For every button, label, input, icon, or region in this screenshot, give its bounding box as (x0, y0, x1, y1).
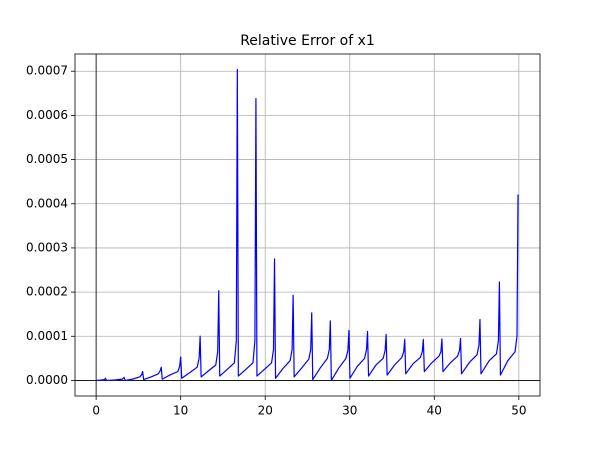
y-tick-label: 0.0004 (26, 196, 68, 210)
x-tick-label: 40 (427, 404, 442, 418)
y-tick-label: 0.0003 (26, 240, 68, 254)
y-tick-label: 0.0007 (26, 64, 68, 78)
plot-frame (74, 53, 541, 397)
x-tick-label: 0 (92, 404, 100, 418)
x-tick-label: 50 (511, 404, 526, 418)
x-tick-label: 30 (342, 404, 357, 418)
y-tick-label: 0.0000 (26, 373, 68, 387)
y-tick-label: 0.0002 (26, 285, 68, 299)
x-tick-label: 10 (173, 404, 188, 418)
y-tick-label: 0.0001 (26, 329, 68, 343)
x-tick-label: 20 (258, 404, 273, 418)
y-tick-label: 0.0006 (26, 108, 68, 122)
y-tick-label: 0.0005 (26, 152, 68, 166)
chart-title: Relative Error of x1 (240, 33, 375, 49)
data-line (96, 68, 519, 382)
